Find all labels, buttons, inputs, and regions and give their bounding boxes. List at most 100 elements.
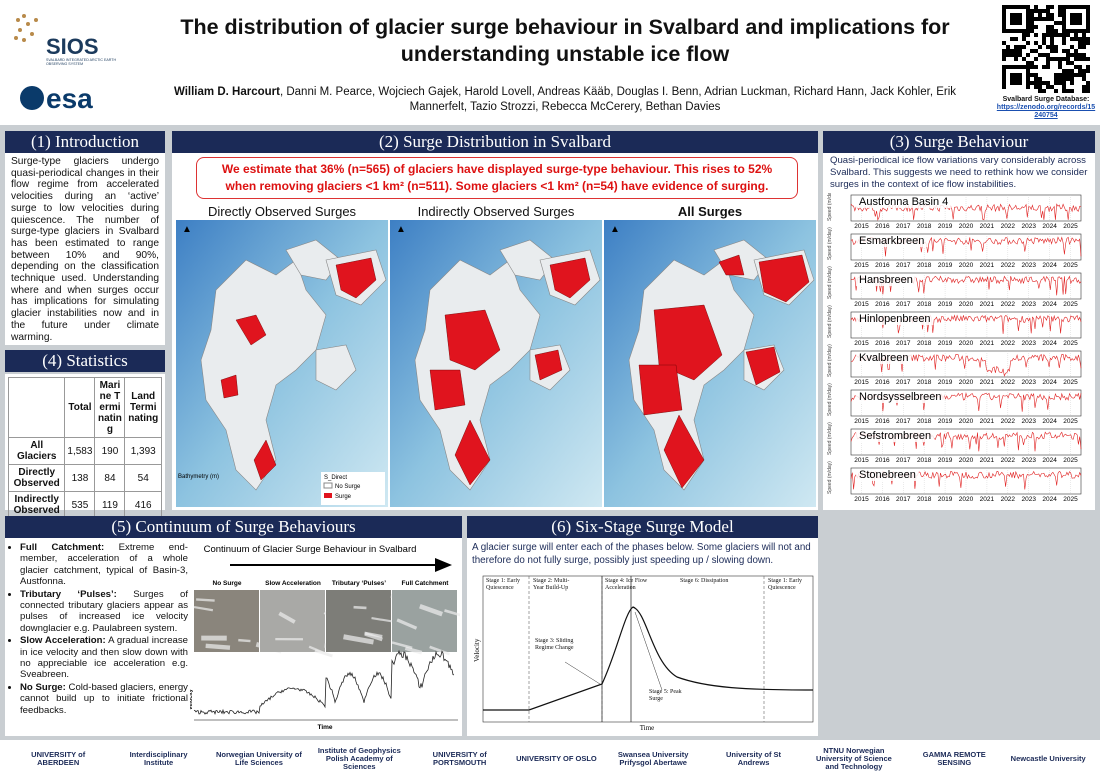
qr-cell [1066,77,1070,81]
qr-cell [1082,85,1086,89]
qr-cell [1054,81,1058,85]
year-label: 2015 [854,223,869,230]
qr-cell [1038,77,1042,81]
qr-cell [1062,89,1066,93]
name-bg [856,196,952,208]
qr-cell [1062,73,1066,77]
qr-cell [1014,13,1018,17]
photo-texture [314,649,333,658]
qr-cell [1082,45,1086,49]
qr-cell [1014,37,1018,41]
qr-cell [1046,61,1050,65]
year-label: 2017 [896,340,911,347]
qr-cell [1062,41,1066,45]
photo [326,590,391,652]
qr-cell [1034,25,1038,29]
name-bg [856,235,928,247]
database-link[interactable]: https://zenodo.org/records/15240754 [996,104,1096,119]
y-axis-label: Speed (m/day) [827,193,833,221]
qr-cell [1034,33,1038,37]
qr-cell [1086,65,1090,69]
qr-cell [1018,45,1022,49]
qr-cell [1002,53,1006,57]
name-bg [856,274,916,286]
qr-cell [1006,45,1010,49]
legend-layer: S_Direct [324,475,347,481]
qr-cell [1042,89,1046,93]
year-label: 2019 [938,379,953,386]
qr-cell [1010,5,1014,9]
logo-sios-sub-wrap: SVALBARD INTEGRATED ARCTIC EARTH OBSERVI… [46,58,116,66]
qr-cell [1054,77,1058,81]
qr-cell [1030,25,1034,29]
surge-area [335,257,377,299]
year-label: 2021 [980,223,995,230]
y-axis-label: Speed (m/day) [827,461,833,494]
qr-cell [1014,21,1018,25]
year-label: 2024 [1042,223,1057,230]
qr-cell [1086,57,1090,61]
name-bg [856,391,945,403]
stage-label: Stage 1: Early Quiescence [768,578,802,591]
year-label: 2017 [896,418,911,425]
stage-label: Stage 6: Dissipation [680,578,729,584]
column-header: Marine Terminating [94,377,126,438]
qr-cell [1038,9,1042,13]
year-label: 2025 [1063,457,1078,464]
photo-texture [364,632,383,642]
qr-cell [1074,73,1078,77]
qr-cell [1030,65,1034,69]
year-label: 2025 [1063,301,1078,308]
qr-cell [1050,17,1054,21]
qr-cell [1070,5,1074,9]
footer-logo: GAMMA REMOTE SENSING [922,750,986,767]
qr-cell [1030,61,1034,65]
qr-cell [1002,77,1006,81]
year-label: 2019 [938,223,953,230]
qr-cell [1006,5,1010,9]
glacier-name: Sefstrombreen [859,430,931,442]
legend-swatch [323,482,333,489]
qr-cell [1078,57,1082,61]
qr-cell [1054,21,1058,25]
year-label: 2015 [854,262,869,269]
velocity-curve [483,606,814,711]
footer-logo: Swansea University Prifysgol Abertawe [617,750,689,767]
name-bg [856,469,919,481]
qr-cell [1026,33,1030,37]
year-label: 2020 [959,301,974,308]
surge-area [653,304,723,381]
qr-cell [1078,53,1082,57]
year-label: 2019 [938,418,953,425]
speed-line [850,353,1082,377]
column-label: No Surge [213,580,242,587]
qr-cell [1002,57,1006,61]
year-label: 2018 [917,301,932,308]
year-label: 2023 [1021,457,1036,464]
stage-label: Stage 3: Sliding Regime Change [535,638,574,651]
qr-cell [1022,5,1026,9]
qr-cell [1038,13,1042,17]
qr-cell [1034,81,1038,85]
qr-cell [1070,45,1074,49]
year-label: 2022 [1001,379,1016,386]
qr-cell [1010,37,1014,41]
qr-cell [1026,61,1030,65]
qr-cell [1086,69,1090,73]
qr-cell [1014,29,1018,33]
qr-cell [1034,57,1038,61]
qr-cell [1070,61,1074,65]
qr-cell [1034,17,1038,21]
surge-area [549,257,591,299]
qr-cell [1038,53,1042,57]
year-label: 2016 [875,379,890,386]
qr-cell [1050,41,1054,45]
qr-cell [1062,81,1066,85]
speed-plots: Austfonna Basin 4 Speed (m/day) 2015 2016 20… [827,193,1082,503]
column-header: Total [64,377,96,438]
year-label: 2023 [1021,223,1036,230]
bullet-list: Full Catchment: Extreme end-member, acce… [8,542,188,716]
qr-cell [1082,37,1086,41]
qr-cell [1002,73,1006,77]
qr-cell [1082,53,1086,57]
